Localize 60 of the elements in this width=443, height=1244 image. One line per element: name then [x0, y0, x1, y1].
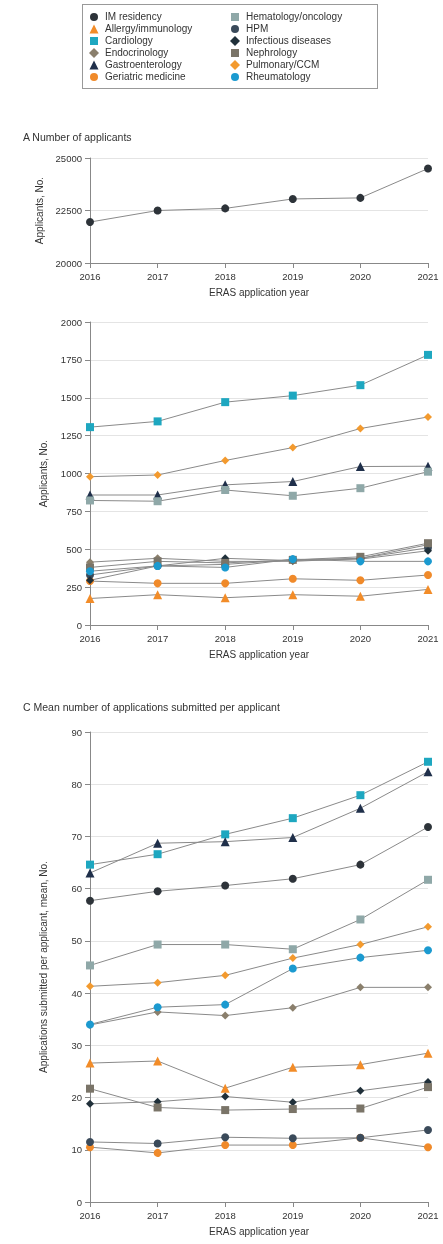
x-tick-label: 2017	[147, 1209, 169, 1221]
y-tick-label: 90	[71, 726, 82, 738]
y-tick-label: 2000	[60, 316, 82, 328]
y-tick-label: 20	[71, 1092, 82, 1104]
y-tick-label: 80	[71, 778, 82, 790]
y-tick-label: 40	[71, 987, 82, 999]
x-tick-label: 2018	[214, 1209, 236, 1221]
x-axis-title: ERAS application year	[208, 1225, 310, 1237]
y-tick-label: 1000	[60, 468, 82, 479]
x-tick-label: 2019	[282, 632, 304, 644]
x-tick-label: 2021	[417, 1209, 439, 1221]
x-tick-label: 2018	[214, 270, 236, 282]
x-tick-label: 2020	[349, 1209, 371, 1221]
y-tick-label: 70	[71, 830, 82, 842]
chart-title: A Number of applicants	[23, 130, 132, 143]
legend-label: Allergy/immunology	[105, 23, 193, 34]
x-tick-label: 2016	[79, 270, 101, 282]
y-tick-label: 1500	[60, 392, 82, 404]
x-tick-label: 2017	[147, 270, 169, 282]
y-tick-label: 20000	[55, 257, 82, 269]
legend-label: HPM	[246, 23, 269, 34]
y-tick-label: 500	[66, 543, 82, 555]
legend-label: Endocrinology	[105, 47, 169, 58]
x-tick-label: 2016	[79, 1209, 101, 1221]
legend-label: Infectious diseases	[246, 35, 332, 46]
legend-label: IM residency	[105, 11, 162, 22]
x-tick-label: 2018	[214, 632, 236, 644]
x-tick-label: 2020	[349, 270, 371, 282]
y-tick-label: 1750	[60, 354, 82, 366]
x-tick-label: 2017	[147, 632, 169, 644]
legend-label: Nephrology	[246, 47, 298, 58]
x-tick-label: 2019	[282, 1209, 304, 1221]
y-axis-title: Applicants, No.	[34, 176, 46, 245]
legend-label: Cardiology	[105, 35, 153, 46]
x-axis-title: ERAS application year	[208, 286, 310, 298]
x-axis-title: ERAS application year	[208, 648, 310, 660]
y-tick-label: 0	[76, 1196, 82, 1208]
y-tick-label: 750	[66, 505, 82, 517]
y-tick-label: 60	[71, 883, 82, 895]
y-tick-label: 25000	[55, 152, 82, 164]
legend-label: Hematology/oncology	[246, 11, 343, 22]
y-tick-label: 30	[71, 1039, 82, 1051]
y-axis-title: Applicants, No.	[37, 439, 49, 508]
y-axis-title: Applications submitted per applicant, mean, No.	[37, 861, 49, 1073]
x-tick-label: 2016	[79, 632, 101, 644]
legend-label: Rheumatology	[246, 71, 311, 82]
x-tick-label: 2021	[417, 270, 439, 282]
y-tick-label: 250	[66, 581, 82, 593]
legend-label: Gastroenterology	[105, 59, 182, 70]
legend-label: Geriatric medicine	[105, 71, 186, 82]
chart-title: C Mean number of applications submitted per applicant	[23, 700, 280, 713]
x-tick-label: 2021	[417, 632, 439, 644]
y-tick-label: 10	[71, 1144, 82, 1156]
x-tick-label: 2019	[282, 270, 304, 282]
legend-label: Pulmonary/CCM	[246, 59, 320, 70]
y-tick-label: 50	[71, 935, 82, 947]
y-tick-label: 22500	[55, 205, 82, 216]
y-tick-label: 1250	[60, 430, 82, 442]
y-tick-label: 0	[76, 619, 82, 631]
x-tick-label: 2020	[349, 632, 371, 644]
